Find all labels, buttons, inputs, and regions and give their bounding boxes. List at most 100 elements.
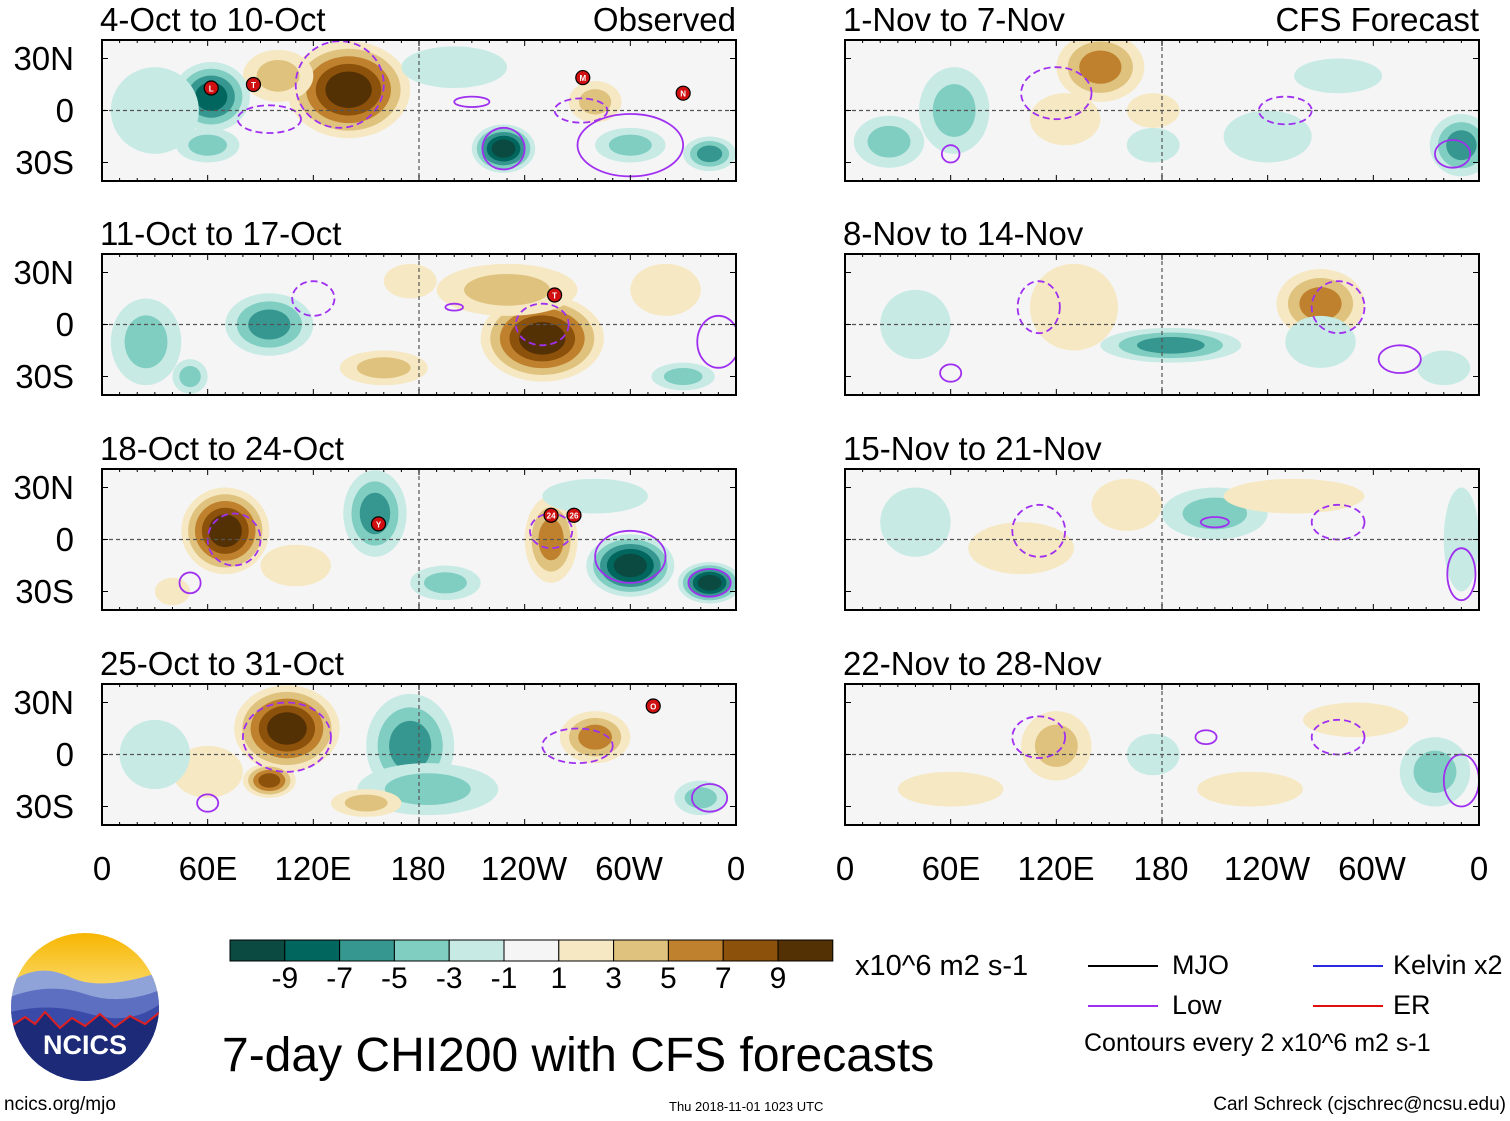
anomaly-shading — [1223, 478, 1365, 514]
map-svg — [844, 468, 1480, 611]
anomaly-shading — [1302, 702, 1409, 738]
y-tick-label: 30S — [15, 573, 74, 610]
storm-id: 26 — [570, 512, 579, 521]
colorbar-units: x10^6 m2 s-1 — [855, 950, 1029, 982]
anomaly-shading — [1126, 127, 1180, 163]
map-panel: Y 24 26 — [101, 468, 737, 611]
colorbar-tick-label: -5 — [381, 962, 408, 995]
y-tick-label: 30S — [15, 144, 74, 181]
panel-title: 22-Nov to 28-Nov — [843, 645, 1102, 682]
map-panel: O — [101, 683, 737, 826]
low-contour — [1199, 516, 1230, 529]
y-tick-label: 30N — [13, 40, 74, 77]
low-contour — [294, 40, 385, 129]
legend-mjo-line — [1088, 965, 1158, 967]
anomaly-shading — [932, 84, 976, 137]
anomaly-shading — [154, 577, 191, 606]
colorbar-tick-label: -3 — [435, 962, 463, 995]
storm-marker: Y — [370, 516, 387, 532]
anomaly-shading — [267, 712, 307, 745]
storm-marker: L — [203, 80, 219, 96]
map-svg — [844, 39, 1480, 182]
map-svg: O — [101, 683, 737, 826]
footer-author: Carl Schreck (cjschrec@ncsu.edu) — [1213, 1094, 1506, 1115]
anomaly-shading — [1413, 750, 1457, 793]
storm-marker: 24 — [543, 507, 559, 523]
anomaly-shading — [613, 553, 647, 578]
x-tick-label: 60E — [178, 850, 238, 887]
anomaly-shading — [1294, 58, 1383, 94]
storm-id: M — [579, 74, 586, 83]
storm-marker: T — [245, 76, 262, 93]
anomaly-shading — [968, 522, 1074, 575]
storm-marker: M — [575, 69, 591, 86]
anomaly-shading — [344, 794, 388, 812]
anomaly-shading — [464, 273, 551, 306]
anomaly-shading — [401, 46, 508, 88]
legend-low-label: Low — [1172, 990, 1222, 1020]
anomaly-shading — [195, 82, 228, 112]
anomaly-shading — [383, 263, 437, 299]
low-contour — [178, 571, 202, 595]
colorbar-tick-label: 9 — [769, 962, 787, 995]
anomaly-shading — [248, 309, 291, 340]
low-contour — [1446, 547, 1477, 602]
colorbar-tick-label: 7 — [714, 962, 732, 995]
storm-id: T — [552, 292, 557, 301]
low-contour — [1011, 715, 1067, 759]
colorbar-tick-label: -7 — [326, 962, 353, 995]
colorbar-swatch — [777, 939, 834, 962]
legend-er-label: ER — [1393, 990, 1431, 1020]
anomaly-shading — [260, 544, 331, 587]
map-panel — [844, 253, 1480, 396]
anomaly-shading — [1029, 263, 1118, 351]
low-contour — [696, 314, 736, 369]
x-tick-label: 120E — [274, 850, 352, 887]
anomaly-shading — [630, 263, 701, 316]
anomaly-shading — [697, 575, 722, 591]
colorbar-swatch — [503, 939, 560, 962]
colorbar-tick-label: -1 — [490, 962, 518, 995]
colorbar-swatch — [448, 939, 505, 962]
anomaly-shading — [258, 773, 281, 788]
observed-label: Observed — [592, 1, 736, 38]
figure-title: 7-day CHI200 with CFS forecasts — [222, 1029, 935, 1082]
panel-title: 15-Nov to 21-Nov — [843, 430, 1102, 467]
y-tick-label: 30S — [15, 788, 74, 825]
anomaly-shading — [1079, 50, 1122, 84]
forecast-label: CFS Forecast — [1275, 1, 1479, 38]
colorbar-swatch — [667, 939, 724, 962]
low-contour — [940, 144, 961, 164]
low-contour — [1020, 66, 1093, 121]
storm-id: O — [650, 702, 656, 711]
anomaly-shading — [880, 487, 951, 557]
map-panel — [844, 468, 1480, 611]
colorbar-swatch — [284, 939, 341, 962]
anomaly-shading — [867, 125, 911, 158]
colorbar-swatch — [229, 939, 286, 962]
low-contour — [1194, 729, 1218, 746]
y-tick-label: 0 — [55, 521, 74, 558]
colorbar-tick-label: 3 — [605, 962, 622, 995]
legend-low-line — [1088, 1005, 1158, 1007]
map-panel — [844, 39, 1480, 182]
colorbar-swatch — [722, 939, 779, 962]
footer-url[interactable]: ncics.org/mjo — [4, 1094, 116, 1115]
legend-kelvin-label: Kelvin x2 — [1393, 950, 1503, 980]
storm-id: T — [251, 81, 256, 90]
legend-kelvin-line — [1313, 965, 1383, 967]
low-contour — [196, 793, 220, 813]
anomaly-shading — [897, 771, 1004, 807]
y-tick-label: 30N — [13, 469, 74, 506]
panel-title: 25-Oct to 31-Oct — [100, 645, 344, 682]
storm-marker: O — [645, 698, 661, 714]
storm-id: 24 — [547, 512, 556, 521]
x-tick-label: 60E — [921, 850, 981, 887]
panel-title: 1-Nov to 7-Nov — [843, 1, 1065, 38]
low-contour — [444, 302, 464, 312]
anomaly-shading — [578, 89, 612, 115]
anomaly-shading — [325, 71, 372, 108]
x-tick-label: 120W — [1223, 850, 1311, 887]
anomaly-shading — [124, 315, 168, 369]
